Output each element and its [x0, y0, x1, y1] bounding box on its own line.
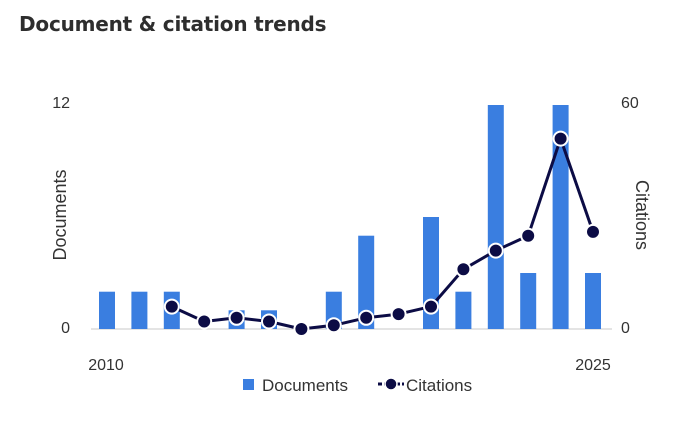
citations-point-2020	[423, 298, 439, 315]
chart-title: Document & citation trends	[19, 12, 327, 36]
documents-bar-2021	[455, 291, 472, 329]
documents-bar-2024	[552, 105, 569, 329]
documents-bar-2018	[358, 235, 375, 329]
citations-line	[163, 130, 601, 337]
citations-point-2024	[552, 130, 569, 147]
y-left-tick-min: 0	[61, 320, 70, 337]
citations-point-2017	[325, 317, 342, 334]
citations-point-2016	[293, 321, 310, 337]
citations-point-2013	[196, 313, 213, 330]
x-tick-first: 2010	[88, 357, 124, 374]
x-tick-last: 2025	[575, 357, 611, 374]
documents-bar-2023	[520, 273, 537, 329]
citations-point-2019	[390, 306, 407, 323]
citations-point-2025	[585, 223, 601, 240]
legend-citations-marker	[384, 377, 398, 391]
documents-bar-2010	[99, 291, 115, 329]
citations-point-2015	[261, 313, 277, 330]
documents-bar-2025	[585, 273, 601, 329]
citations-point-2012	[163, 298, 180, 315]
legend: Documents Citations	[243, 376, 472, 395]
citations-point-2018	[358, 309, 375, 326]
documents-bar-2011	[131, 291, 148, 329]
y-right-tick-max: 60	[621, 95, 639, 112]
legend-documents-label: Documents	[262, 376, 348, 395]
y-left-tick-max: 12	[52, 95, 70, 112]
legend-documents-swatch	[243, 379, 254, 390]
documents-bar-2022	[487, 105, 504, 329]
documents-bars	[99, 105, 601, 329]
citations-point-2022	[487, 242, 504, 259]
citations-point-2021	[455, 261, 472, 278]
y-right-tick-min: 0	[621, 320, 630, 337]
y-left-axis-title: Documents	[50, 169, 70, 260]
legend-citations-label: Citations	[406, 376, 472, 395]
y-right-axis-title: Citations	[632, 180, 652, 250]
citations-point-2023	[520, 227, 537, 244]
citations-point-2014	[228, 309, 245, 326]
